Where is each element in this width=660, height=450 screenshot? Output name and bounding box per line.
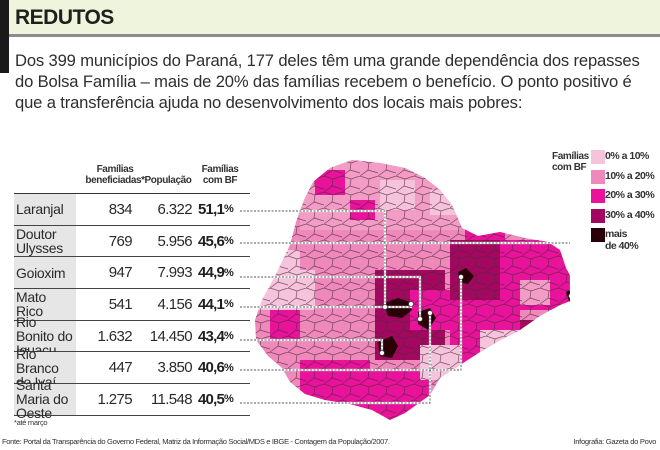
legend-label: 0% a 10% xyxy=(605,150,649,162)
legend-label: 10% a 20% xyxy=(605,169,655,182)
table-row: Rio Branco do Ivaí 447 3.850 40,6% xyxy=(14,347,250,389)
percent-number: 51,1 xyxy=(198,200,225,218)
legend-title: Famílias com BF xyxy=(552,151,589,173)
table-row: Doutor Ulysses 769 5.956 45,6% xyxy=(14,225,250,258)
percent-symbol: % xyxy=(224,361,234,374)
familias-beneficiadas-value: 834 xyxy=(108,200,133,218)
legend-swatch xyxy=(591,169,605,184)
parana-choropleth-map xyxy=(240,160,570,420)
familias-beneficiadas-value: 1.632 xyxy=(97,327,132,345)
percent-value: 43,4% xyxy=(198,321,234,352)
legend-swatch xyxy=(591,208,605,223)
percent-symbol: % xyxy=(224,235,234,248)
familias-beneficiadas-value: 541 xyxy=(108,295,133,313)
municipio-name: Doutor Ulysses xyxy=(14,225,76,257)
populacao-value: 7.993 xyxy=(157,264,192,282)
percent-value: 40,6% xyxy=(198,352,234,383)
percent-number: 45,6 xyxy=(198,232,225,250)
header-bar xyxy=(0,0,660,37)
legend-swatch xyxy=(591,150,605,164)
column-header-familias-beneficiadas: Famílias beneficiadas* xyxy=(85,164,145,186)
header-accent-bar xyxy=(0,0,9,73)
municipio-name: Goioxim xyxy=(14,257,76,289)
legend-label: 30% a 40% xyxy=(605,208,655,221)
legend-label: 20% a 30% xyxy=(605,189,655,201)
table-footnote: *até março xyxy=(14,418,48,427)
table-row: Rio Bonito do Iguaçu 1.632 14.450 43,4% xyxy=(14,315,250,357)
map-regions xyxy=(255,160,570,420)
legend-swatch xyxy=(591,228,605,242)
page-title: REDUTOS xyxy=(15,6,114,29)
percent-symbol: % xyxy=(224,266,234,279)
populacao-value: 11.548 xyxy=(150,390,193,408)
percent-value: 40,5% xyxy=(198,384,234,415)
municipio-name: Santa Maria do Oeste xyxy=(14,379,76,420)
percent-symbol: % xyxy=(224,203,234,216)
municipality-markers xyxy=(379,274,570,356)
table-row: Laranjal 834 6.322 51,1% xyxy=(14,194,250,226)
percent-symbol: % xyxy=(224,298,234,311)
familias-beneficiadas-value: 947 xyxy=(108,264,133,282)
populacao-value: 3.850 xyxy=(157,359,192,377)
percent-number: 40,5 xyxy=(198,390,225,408)
source-credit: Fonte: Portal da Transparência do Govern… xyxy=(2,437,390,446)
populacao-value: 4.156 xyxy=(157,295,192,313)
percent-value: 44,1% xyxy=(198,289,234,320)
column-header-populacao: População xyxy=(144,175,192,186)
percent-value: 45,6% xyxy=(198,226,234,257)
municipio-name: Rio Branco do Ivaí xyxy=(14,347,76,389)
populacao-value: 5.956 xyxy=(157,232,192,250)
infographic-credit: Infografia: Gazeta do Povo xyxy=(573,437,656,446)
table-row: Santa Maria do Oeste 1.275 11.548 40,5% xyxy=(14,379,250,420)
percent-number: 40,6 xyxy=(198,359,225,377)
column-header-familias-com-bf: Famílias com BF xyxy=(201,164,239,186)
municipio-name: Mato Rico xyxy=(14,289,76,320)
populacao-value: 6.322 xyxy=(157,200,192,218)
legend-swatch xyxy=(591,189,605,203)
percent-number: 44,9 xyxy=(198,264,225,282)
populacao-value: 14.450 xyxy=(149,327,193,345)
intro-paragraph: Dos 399 municípios do Paraná, 177 deles … xyxy=(15,51,640,112)
percent-number: 43,4 xyxy=(198,327,225,345)
municipalities-table: Famílias beneficiadas* População Família… xyxy=(14,160,250,420)
familias-beneficiadas-value: 1.275 xyxy=(97,390,132,408)
table-row: Mato Rico 541 4.156 44,1% xyxy=(14,289,250,321)
percent-value: 44,9% xyxy=(198,257,234,288)
percent-symbol: % xyxy=(224,393,234,406)
familias-beneficiadas-value: 447 xyxy=(108,359,133,377)
percent-number: 44,1 xyxy=(198,295,225,313)
percent-value: 51,1% xyxy=(198,194,234,225)
table-header: Famílias beneficiadas* População Família… xyxy=(14,160,250,194)
percent-symbol: % xyxy=(224,330,234,343)
table-row: Goioxim 947 7.993 44,9% xyxy=(14,257,250,290)
municipio-name: Laranjal xyxy=(14,194,76,225)
legend-label: mais de 40% xyxy=(605,228,639,252)
familias-beneficiadas-value: 769 xyxy=(108,232,133,250)
